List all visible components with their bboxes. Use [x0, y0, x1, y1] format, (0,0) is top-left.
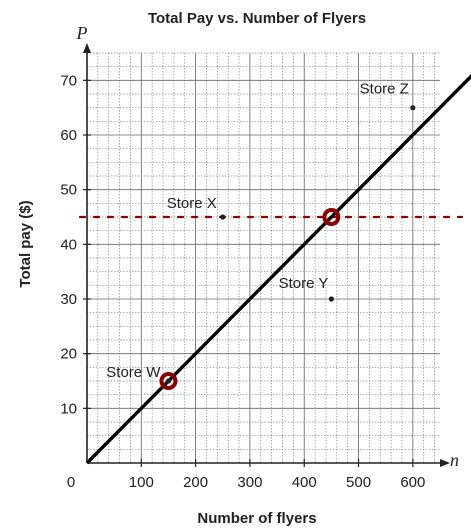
y-tick-label: 50 — [60, 182, 77, 199]
y-tick-label: 10 — [60, 400, 77, 417]
y-tick-label: 60 — [60, 127, 77, 144]
data-point — [165, 378, 172, 384]
x-axis-arrow — [440, 459, 450, 467]
data-point-label: Store W — [106, 364, 161, 381]
x-tick-label: 200 — [183, 474, 208, 491]
x-tick-label: 500 — [346, 474, 371, 491]
y-variable-label: P — [76, 23, 88, 43]
circle-mark — [159, 372, 178, 390]
data-point-label: Store Y — [279, 275, 329, 292]
x-axis-label: Number of flyers — [197, 510, 316, 527]
x-tick-label: 100 — [129, 474, 154, 491]
data-point-label: Store Z — [360, 81, 409, 98]
x-tick-label: 600 — [400, 474, 425, 491]
x-variable-label: n — [450, 450, 459, 470]
y-axis-arrow — [83, 43, 91, 53]
y-tick-label: 30 — [60, 291, 77, 308]
data-point-label: Store X — [167, 195, 217, 212]
grid — [86, 52, 440, 464]
y-tick-label: 20 — [60, 346, 77, 363]
data-point — [410, 105, 416, 111]
data-point — [328, 296, 334, 302]
chart-title: Total Pay vs. Number of Flyers — [148, 10, 366, 27]
proportional-line — [85, 74, 471, 465]
y-tick-label: 40 — [60, 236, 77, 253]
tick-labels: 0 100 200 300 400 500 600 10 20 30 40 50 60 70 — [60, 72, 425, 491]
x-tick-label: 400 — [292, 474, 317, 491]
circle-mark — [322, 208, 341, 226]
x-tick-label: 0 — [67, 474, 75, 491]
y-axis-label: Total pay ($) — [17, 200, 34, 287]
annotations — [78, 74, 471, 465]
x-tick-label: 300 — [237, 474, 262, 491]
axes — [83, 43, 450, 467]
y-tick-label: 70 — [60, 72, 77, 89]
data-points: Store W Store X Store Y Store Z — [106, 81, 416, 384]
data-point — [220, 214, 226, 220]
